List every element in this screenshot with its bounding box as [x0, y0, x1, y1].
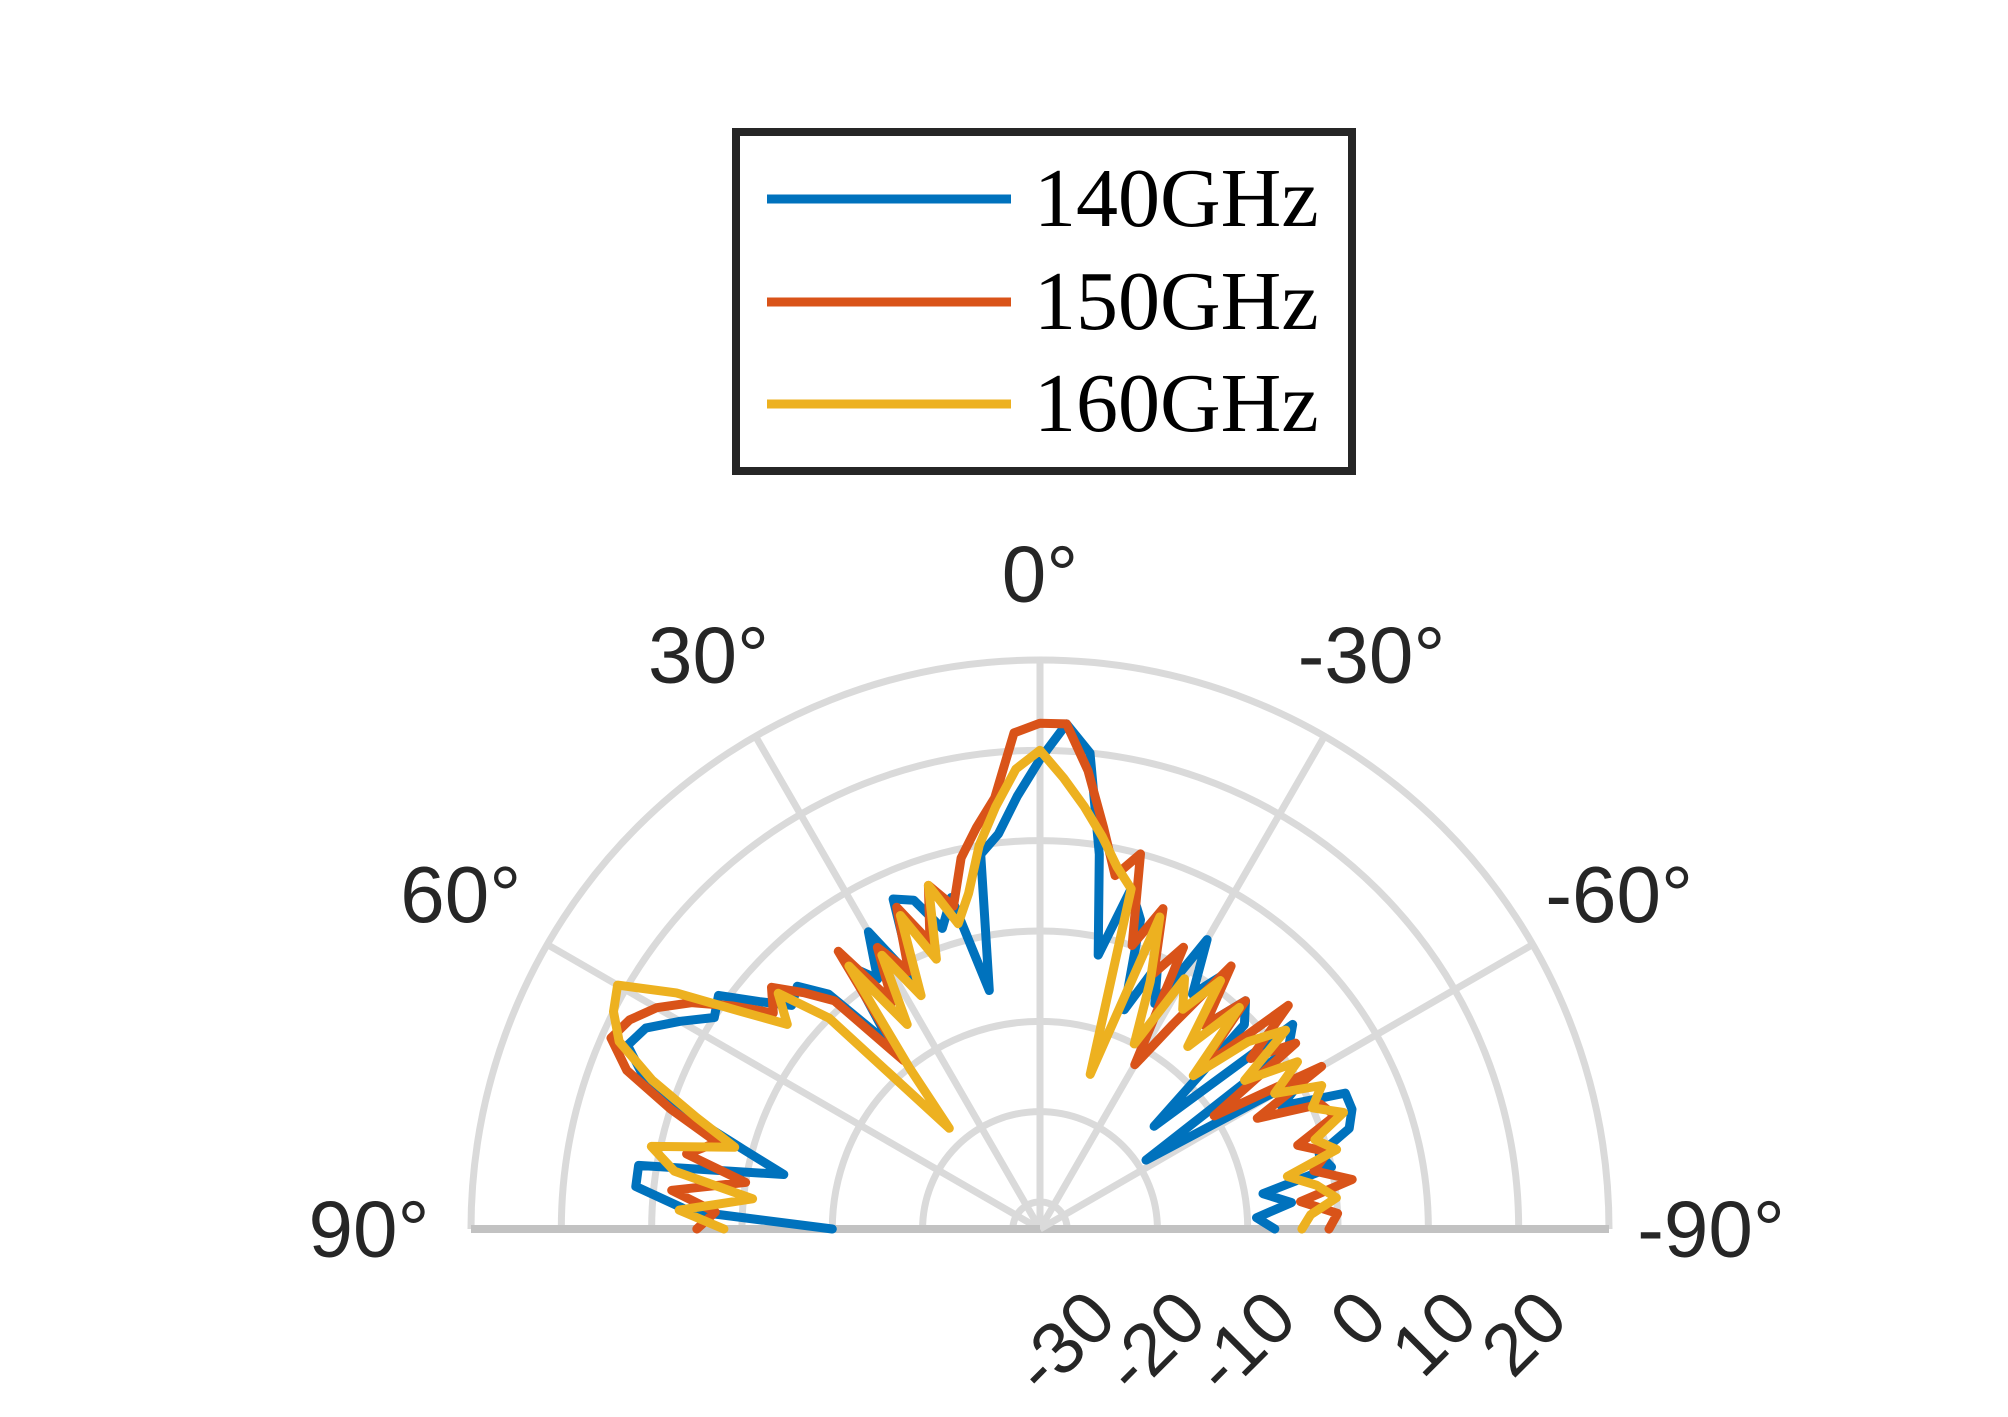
theta-grid-spoke: [752, 734, 1044, 1231]
theta-tick-label: 30°: [648, 610, 769, 699]
series-line-150ghz: [606, 718, 1357, 1234]
theta-tick-label: 0°: [1002, 530, 1078, 619]
legend-entry-140ghz: 140GHz: [767, 152, 1319, 245]
theta-grid-spoke: [545, 941, 1042, 1233]
theta-tick-label: -60°: [1545, 850, 1693, 939]
theta-tick-label: 90°: [309, 1185, 430, 1274]
legend-entry-160ghz: 160GHz: [767, 357, 1319, 450]
series-line-160ghz: [609, 745, 1348, 1234]
legend-label-150ghz: 150GHz: [1034, 255, 1319, 348]
legend-label-140ghz: 140GHz: [1034, 152, 1319, 245]
theta-tick-labels: -90° -60° -30° 0° 30° 60° 90°: [309, 530, 1785, 1274]
legend: 140GHz 150GHz 160GHz: [732, 128, 1356, 475]
legend-label-160ghz: 160GHz: [1034, 357, 1319, 450]
legend-entry-150ghz: 150GHz: [767, 255, 1319, 348]
theta-tick-label: 60°: [400, 850, 521, 939]
theta-tick-label: -30°: [1298, 610, 1446, 699]
theta-tick-label: -90°: [1637, 1185, 1785, 1274]
series-lines: [606, 718, 1357, 1234]
